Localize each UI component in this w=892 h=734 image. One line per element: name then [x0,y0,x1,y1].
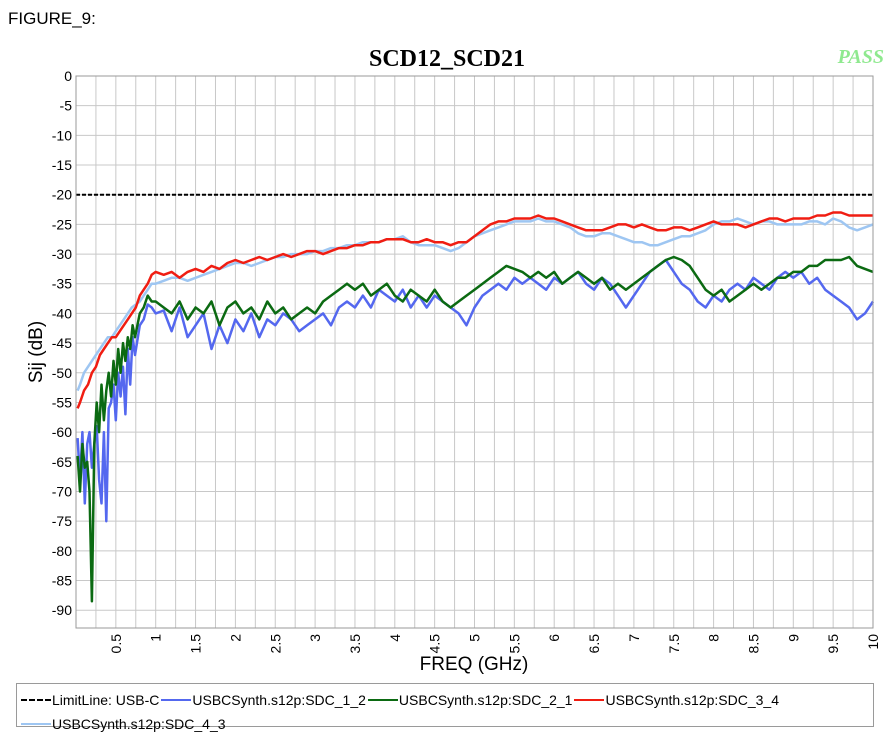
legend-item-sdc43: USBCSynth.s12p:SDC_4_3 [21,714,226,734]
y-tick-label: -40 [52,305,72,321]
x-tick-label: 4 [387,634,403,642]
legend-swatch [21,699,51,701]
series-line-sdc43 [76,217,874,392]
legend-swatch [574,699,605,701]
grid-lines [76,75,873,628]
x-tick-label: 5.5 [506,634,522,654]
x-tick-label: 2.5 [267,634,283,654]
x-tick-label: 6 [546,634,562,642]
x-tick-label: 7.5 [666,634,682,654]
y-axis-label: Sij (dB) [26,321,47,383]
series-line-sdc12 [76,258,875,523]
legend-label: USBCSynth.s12p:SDC_1_2 [192,692,366,708]
series-line-sdc21 [76,255,874,603]
legend: LimitLine: USB-C USBCSynth.s12p:SDC_1_2 US… [16,683,874,732]
legend-label: USBCSynth.s12p:SDC_4_3 [52,716,226,732]
y-tick-label: -15 [52,157,72,173]
y-tick-label: -45 [52,335,72,351]
x-tick-label: 2 [227,634,243,642]
x-tick-label: 7 [626,634,642,642]
x-tick-label: 4.5 [427,634,443,654]
y-tick-label: 0 [64,68,72,84]
y-tick-label: -60 [52,424,72,440]
legend-swatch [367,699,398,701]
plot-frame [75,75,874,629]
y-tick-label: -80 [52,543,72,559]
figure-label: FIGURE_9: [8,9,96,28]
y-tick-label: -70 [52,483,72,499]
x-tick-label: 8 [706,634,722,642]
legend-item-sdc34: USBCSynth.s12p:SDC_3_4 [574,690,779,710]
x-tick-label: 3 [307,634,323,642]
y-tick-label: -5 [60,98,73,114]
x-tick-label: 9 [785,634,801,642]
legend-swatch [21,723,51,725]
x-axis-label: FREQ (GHz) [420,654,529,675]
x-tick-label: 0.5 [108,634,124,654]
y-tick-label: -20 [52,187,72,203]
x-tick-label: 6.5 [586,634,602,654]
x-tick-label: 1 [148,634,164,642]
y-tick-label: -25 [52,216,72,232]
legend-item-limit: LimitLine: USB-C [21,690,159,710]
legend-label: USBCSynth.s12p:SDC_3_4 [605,692,780,708]
x-tick-labels: 0.5 1 1.5 2 2.5 3 3.5 4 4.5 5 5.5 6 6.5 7 7.5 8 8.5 9 9.5 1… [108,634,881,654]
legend-label: USBCSynth.s12p:SDC_2_1 [398,692,573,708]
y-tick-label: -85 [52,573,72,589]
series-line-sdc34 [76,211,873,409]
y-tick-label: -30 [52,246,72,262]
legend-label: LimitLine: USB-C [52,692,160,708]
y-tick-label: -65 [52,454,72,470]
y-tick-label: -10 [52,127,72,143]
y-tick-label: -75 [52,513,72,529]
x-tick-label: 1.5 [188,634,204,654]
y-tick-label: -90 [52,602,72,618]
y-tick-label: -50 [52,365,72,381]
x-tick-label: 5 [467,634,483,642]
x-tick-label: 9.5 [825,634,841,654]
x-tick-label: 10 [865,634,881,650]
legend-item-sdc12: USBCSynth.s12p:SDC_1_2 [161,690,366,710]
legend-swatch [161,699,192,701]
pass-status-text: PASS [837,46,884,68]
chart: 0.5 1 1.5 2 2.5 3 3.5 4 4.5 5 5.5 6 6.5 7 7.5 8 8.5 9 9.5 1… [26,46,884,675]
y-tick-label: -35 [52,276,72,292]
chart-title: SCD12_SCD21 [369,46,525,72]
x-tick-label: 3.5 [347,634,363,654]
legend-item-sdc21: USBCSynth.s12p:SDC_2_1 [367,690,573,710]
x-tick-label: 8.5 [745,634,761,654]
series-lines [76,193,875,603]
y-tick-label: -55 [52,394,72,410]
y-tick-labels: 0 -5 -10 -15 -20 -25 -30 -35 -40 -45 -50 -55 -60 -65 -… [52,68,72,618]
